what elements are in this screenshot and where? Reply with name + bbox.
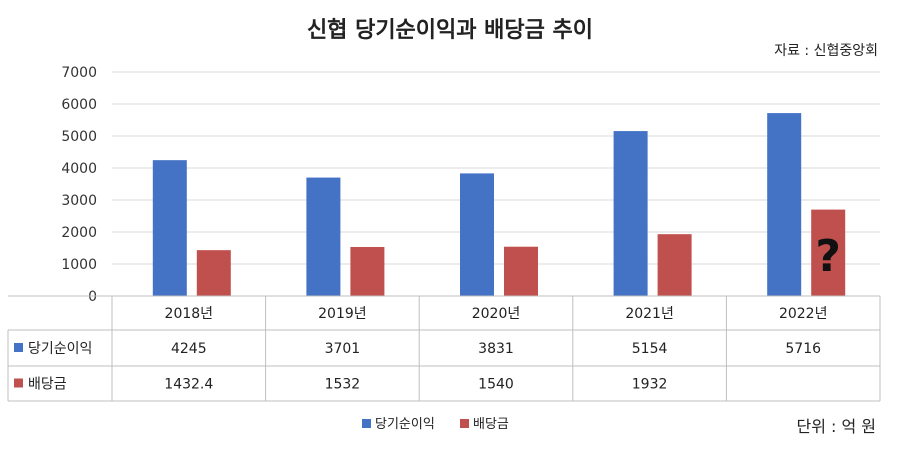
y-tick-label: 1000 xyxy=(61,257,97,273)
y-tick-label: 0 xyxy=(88,289,97,305)
table-cell-value: 5716 xyxy=(785,341,821,357)
x-tick-label: 2018년 xyxy=(165,306,214,322)
bar-net-income xyxy=(152,160,187,296)
table-cell-value: 5154 xyxy=(632,341,668,357)
source-note: 자료 : 신협중앙회 xyxy=(774,43,878,59)
y-tick-label: 5000 xyxy=(61,129,97,145)
x-tick-label: 2020년 xyxy=(472,306,521,322)
y-axis-ticks: 0 1000 2000 3000 4000 5000 6000 7000 xyxy=(61,65,97,305)
y-tick-label: 3000 xyxy=(61,193,97,209)
chart-title: 신협 당기순이익과 배당금 추이 xyxy=(306,18,594,43)
y-tick-label: 6000 xyxy=(61,97,97,113)
legend-label: 당기순이익 xyxy=(375,417,435,432)
legend-swatch xyxy=(460,419,469,428)
unit-note: 단위 : 억 원 xyxy=(796,417,876,436)
y-tick-label: 2000 xyxy=(61,225,97,241)
bar-net-income xyxy=(767,113,802,296)
table-cell-value: 1432.4 xyxy=(164,377,213,393)
legend-swatch xyxy=(362,419,371,428)
table-legend-swatch xyxy=(14,378,23,388)
x-tick-label: 2022년 xyxy=(779,306,828,322)
table-series-label: 배당금 xyxy=(28,377,67,393)
grid-lines xyxy=(112,71,880,297)
x-tick-label: 2019년 xyxy=(318,306,367,322)
bars: ? xyxy=(152,113,846,296)
table-cell-value: 3831 xyxy=(478,341,514,357)
x-tick-label: 2021년 xyxy=(625,306,674,322)
bar-net-income xyxy=(460,173,494,296)
annotation-question-mark: ? xyxy=(815,231,841,282)
bar-dividend xyxy=(196,250,231,296)
table-cell-value: 4245 xyxy=(171,341,207,357)
bar-dividend xyxy=(504,246,538,296)
y-tick-label: 4000 xyxy=(61,161,97,177)
table-series-label: 당기순이익 xyxy=(28,341,92,357)
bar-dividend xyxy=(657,234,692,296)
table-cell-value: 3701 xyxy=(325,341,361,357)
bar-dividend xyxy=(350,246,385,296)
table-cell-value: 1532 xyxy=(325,377,361,393)
table-cell-value: 1932 xyxy=(632,377,668,393)
table-cell-value: 1540 xyxy=(478,377,514,393)
legend: 당기순이익 배당금 xyxy=(362,417,509,432)
bar-net-income xyxy=(613,131,648,296)
table-legend-swatch xyxy=(14,343,23,352)
bar-dividend xyxy=(811,209,846,296)
bar-net-income xyxy=(306,177,341,296)
legend-label: 배당금 xyxy=(473,417,509,432)
y-tick-label: 7000 xyxy=(61,65,97,81)
